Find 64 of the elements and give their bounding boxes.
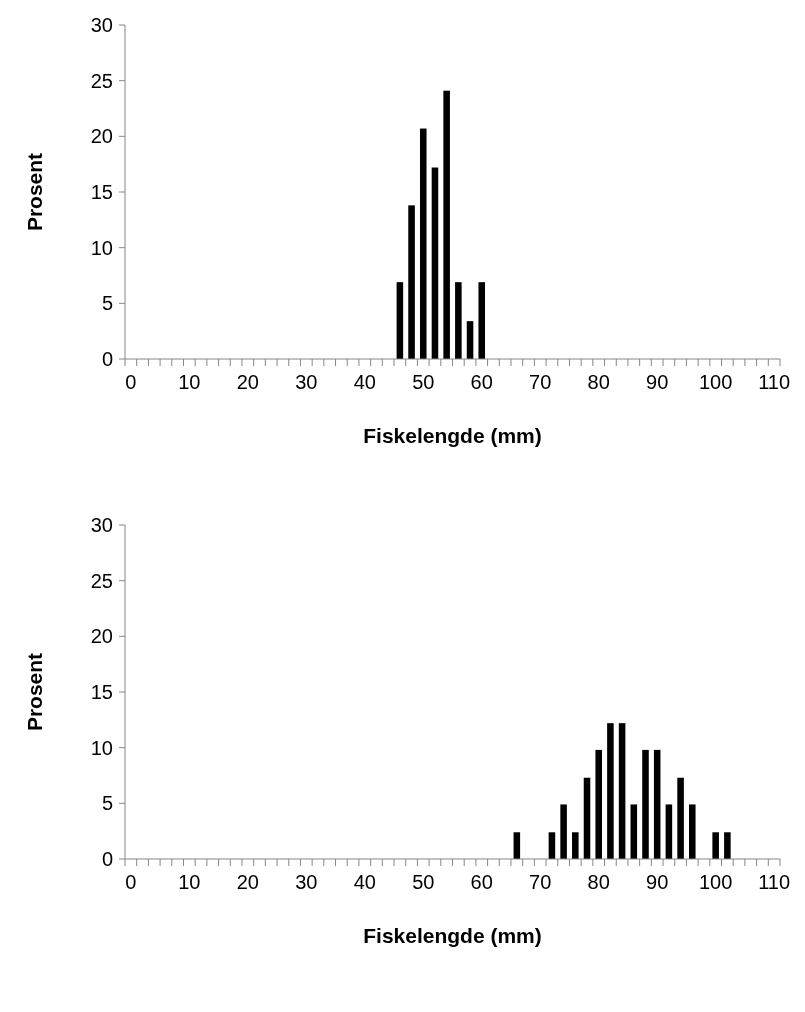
y-tick-label: 10 [90,236,113,259]
y-tick-label: 0 [101,348,113,370]
y-tick-label: 30 [90,514,113,536]
x-tick-label: 80 [587,371,610,393]
x-axis-title: Fiskelengde (mm) [363,924,542,947]
y-tick-label: 15 [90,181,113,203]
bar [560,804,567,859]
bar [431,167,439,359]
x-tick-label: 0 [125,871,137,893]
bar [408,205,415,359]
bar [665,804,673,859]
x-tick-label: 50 [412,371,435,393]
x-tick-label: 80 [587,871,610,893]
x-tick-label: 40 [353,371,376,393]
x-tick-label: 20 [236,871,259,893]
bar [443,90,450,359]
bar [466,321,474,359]
y-tick-label: 5 [101,792,113,815]
y-tick-label: 10 [90,736,113,759]
y-axis-title: Prosent [23,652,46,732]
y-tick-label: 20 [90,625,113,648]
x-tick-label: 10 [178,871,201,893]
x-tick-label: 110 [758,871,791,893]
bar [618,723,626,859]
x-tick-label: 40 [353,871,376,893]
bar [419,128,427,359]
x-tick-label: 90 [646,371,669,393]
bar [642,749,649,859]
x-tick-label: 70 [529,871,552,893]
x-tick-label: 20 [236,371,259,393]
y-tick-label: 0 [101,848,113,870]
x-tick-label: 110 [758,371,791,393]
x-tick-label: 100 [698,871,733,893]
bar [572,832,579,859]
x-tick-label: 60 [470,371,493,393]
bar [607,723,614,859]
bar [653,749,661,859]
y-tick-label: 20 [90,125,113,148]
y-tick-label: 30 [90,14,113,36]
y-tick-label: 15 [90,681,113,703]
y-tick-label: 5 [101,292,113,315]
bar [630,804,638,859]
x-tick-label: 30 [295,371,318,393]
bar [583,777,591,859]
x-tick-label: 60 [470,871,493,893]
x-tick-label: 70 [529,371,552,393]
bar [677,777,684,859]
x-tick-label: 50 [412,871,435,893]
bar [396,282,404,359]
y-axis-title: Prosent [23,152,46,232]
bar [595,749,602,859]
x-tick-label: 100 [698,371,733,393]
bar [712,832,719,859]
y-tick-label: 25 [90,69,113,92]
bar [478,282,486,359]
y-tick-label: 25 [90,569,113,592]
x-tick-label: 90 [646,871,669,893]
bar [689,804,696,859]
x-tick-label: 0 [125,371,137,393]
x-axis-title: Fiskelengde (mm) [363,424,542,447]
x-tick-label: 30 [295,871,318,893]
x-tick-label: 10 [178,371,201,393]
bar [724,832,731,859]
bar [455,282,462,359]
